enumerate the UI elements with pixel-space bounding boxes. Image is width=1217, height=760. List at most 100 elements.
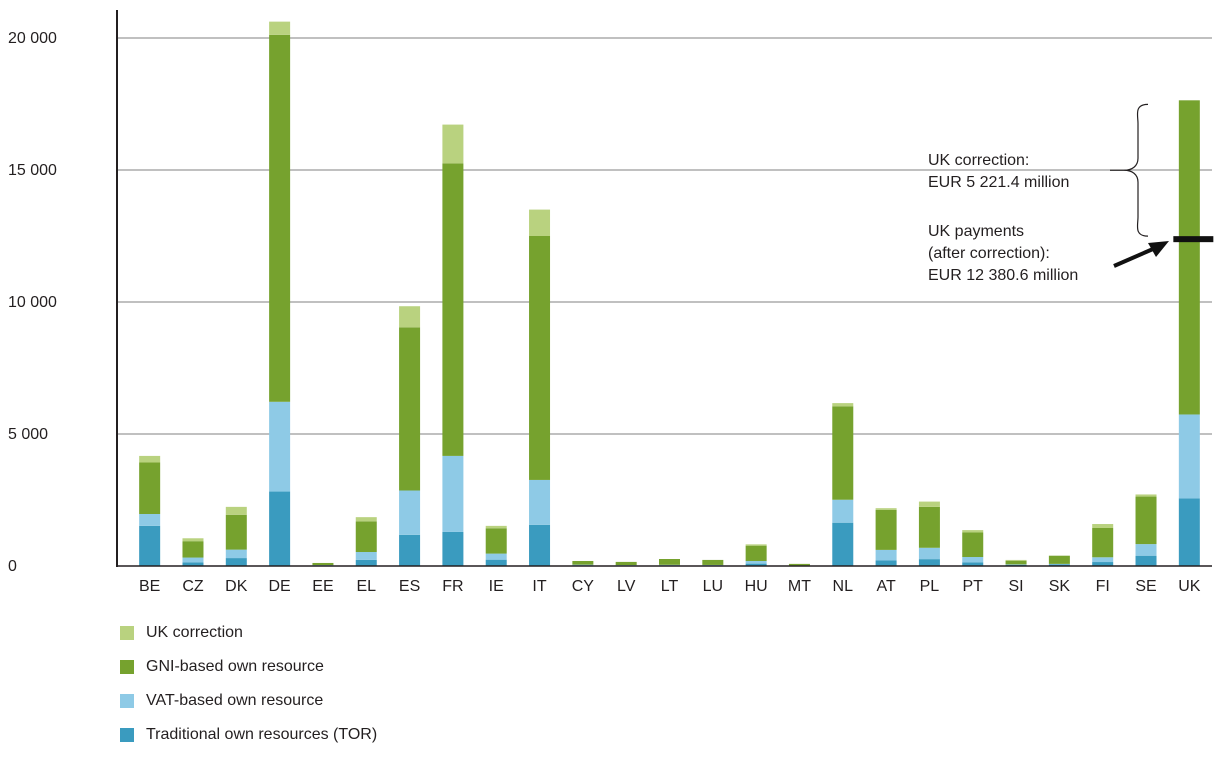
bar-segment — [832, 403, 854, 407]
bar-segment — [269, 401, 291, 492]
bar-segment — [225, 549, 247, 559]
bar-layer — [139, 21, 1200, 567]
bar-segment — [182, 538, 204, 542]
bar-segment — [1005, 559, 1027, 561]
legend-label: Traditional own resources (TOR) — [146, 726, 378, 743]
bar-segment — [615, 561, 637, 566]
bar-segment — [962, 557, 984, 563]
bar-segment — [1135, 494, 1157, 497]
bar-segment — [182, 562, 204, 566]
y-tick-label: 5 000 — [8, 426, 48, 443]
bar-segment — [832, 499, 854, 523]
bar-segment — [355, 552, 377, 560]
y-tick-label: 0 — [8, 558, 17, 575]
bar-segment — [225, 506, 247, 515]
bar-segment — [139, 455, 161, 463]
bar-segment — [1048, 564, 1070, 566]
bar-segment — [442, 163, 464, 456]
x-tick-label: IT — [532, 578, 546, 595]
legend-label: GNI-based own resource — [146, 658, 324, 675]
stacked-bar-chart: 0 5 000 10 000 15 000 20 000 BE CZ DK DE EE EL ES FR… — [8, 10, 1214, 595]
legend-item: VAT-based own resource — [120, 692, 377, 710]
x-tick-label: LV — [617, 578, 636, 595]
bar-segment — [442, 531, 464, 566]
bar-segment — [485, 559, 507, 566]
legend-item: Traditional own resources (TOR) — [120, 726, 377, 744]
bar-segment — [139, 462, 161, 514]
x-tick-label: FI — [1096, 578, 1110, 595]
bar-segment — [399, 534, 421, 566]
uk-payments-line-1: UK payments — [928, 223, 1025, 240]
bar-segment — [918, 501, 940, 507]
x-tick-label: BE — [139, 578, 160, 595]
bar-segment — [788, 563, 810, 566]
bar-segment — [875, 509, 897, 550]
bar-segment — [875, 508, 897, 510]
uk-correction-annotation: UK correction: EUR 5 221.4 million — [928, 150, 1069, 194]
bar-segment — [702, 559, 724, 565]
x-tick-label: MT — [788, 578, 811, 595]
bar-segment — [442, 124, 464, 164]
bar-segment — [745, 560, 767, 564]
bar-segment — [918, 547, 940, 560]
uk-payments-arrow-head — [1148, 241, 1169, 257]
x-tick-label: AT — [876, 578, 895, 595]
x-tick-label: EL — [356, 578, 376, 595]
x-tick-label: HU — [745, 578, 768, 595]
annotation-layer — [1110, 103, 1214, 268]
legend-item: GNI-based own resource — [120, 658, 377, 676]
x-tick-label: PL — [920, 578, 940, 595]
bar-segment — [355, 521, 377, 553]
bar-segment — [399, 306, 421, 328]
bar-segment — [355, 559, 377, 566]
y-tick-label: 10 000 — [8, 294, 57, 311]
x-tick-label: LT — [661, 578, 679, 595]
bar-segment — [1005, 564, 1027, 565]
bar-segment — [1135, 555, 1157, 566]
bar-segment — [832, 522, 854, 566]
bar-segment — [1048, 555, 1070, 564]
bar-segment — [269, 21, 291, 35]
bar-segment — [225, 558, 247, 566]
bar-segment — [355, 517, 377, 522]
legend-swatch-uk-correction — [120, 626, 134, 640]
bar-segment — [399, 490, 421, 535]
uk-correction-line-1: UK correction: — [928, 152, 1030, 169]
bar-segment — [1005, 560, 1027, 565]
legend-swatch-tor — [120, 728, 134, 742]
bar-segment — [269, 34, 291, 402]
x-tick-label: CY — [572, 578, 595, 595]
uk-payments-marker — [1173, 236, 1214, 243]
bar-segment — [745, 544, 767, 546]
bar-segment — [659, 564, 680, 566]
uk-payments-line-3: EUR 12 380.6 million — [928, 267, 1079, 284]
bar-segment — [875, 560, 897, 566]
bar-segment — [1048, 563, 1070, 565]
bar-segment — [1178, 414, 1200, 499]
bar-segment — [139, 513, 161, 526]
bar-segment — [962, 532, 984, 558]
bar-segment — [529, 479, 551, 525]
legend-item: UK correction — [120, 624, 377, 642]
bar-segment — [485, 553, 507, 560]
uk-correction-line-2: EUR 5 221.4 million — [928, 174, 1070, 191]
legend-label: VAT-based own resource — [146, 692, 324, 709]
x-tick-label: DK — [225, 578, 248, 595]
bar-segment — [1092, 557, 1114, 563]
legend-label: UK correction — [146, 624, 243, 641]
bar-segment — [832, 406, 854, 500]
bar-segment — [1135, 544, 1157, 556]
bar-segment — [745, 563, 767, 566]
x-tick-label: FR — [442, 578, 463, 595]
bar-segment — [529, 236, 551, 480]
bar-segment — [269, 491, 291, 566]
x-tick-label: IE — [489, 578, 504, 595]
uk-payments-arrow-shaft — [1113, 247, 1154, 268]
grid-layer — [117, 37, 1212, 435]
x-tick-label: EE — [312, 578, 333, 595]
bar-segment — [572, 564, 594, 566]
bar-segment — [1092, 527, 1114, 558]
x-tick-label: DE — [269, 578, 291, 595]
bar-segment — [918, 506, 940, 548]
legend-swatch-vat — [120, 694, 134, 708]
